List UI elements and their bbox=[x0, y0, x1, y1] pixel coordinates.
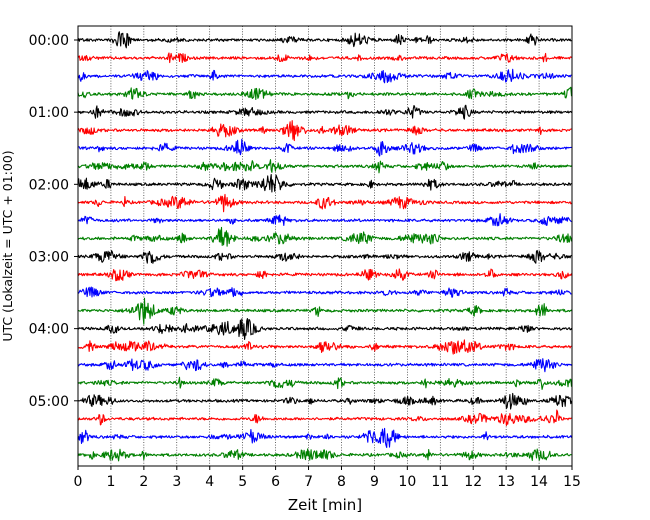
trace-line bbox=[77, 448, 572, 462]
y-tick-label: 00:00 bbox=[29, 33, 69, 49]
trace-line bbox=[77, 427, 573, 449]
y-axis: 00:00 01:00 02:00 03:00 04:00 05:00 bbox=[29, 33, 78, 410]
trace-line bbox=[77, 31, 572, 49]
x-tick-label: 14 bbox=[530, 474, 548, 490]
x-tick-label: 7 bbox=[304, 474, 313, 490]
trace-line bbox=[77, 193, 572, 213]
x-tick-label: 4 bbox=[205, 474, 214, 490]
trace-line bbox=[77, 104, 572, 120]
x-axis: 0 1 2 3 4 5 6 7 8 9 10 11 12 13 14 15 bbox=[74, 466, 581, 490]
x-tick-label: 10 bbox=[398, 474, 416, 490]
trace-line bbox=[77, 297, 572, 325]
trace-line bbox=[77, 68, 572, 84]
traces-group bbox=[77, 31, 573, 462]
trace-line bbox=[77, 409, 572, 427]
trace-line bbox=[77, 52, 572, 64]
x-tick-label: 13 bbox=[497, 474, 515, 490]
trace-line bbox=[77, 138, 572, 157]
trace-line bbox=[77, 173, 572, 193]
trace-line bbox=[77, 376, 573, 390]
trace-line bbox=[77, 339, 572, 355]
x-tick-label: 11 bbox=[431, 474, 449, 490]
y-tick-label: 03:00 bbox=[29, 249, 69, 265]
x-tick-label: 3 bbox=[172, 474, 181, 490]
y-tick-label: 05:00 bbox=[29, 394, 69, 410]
trace-line bbox=[77, 120, 572, 142]
trace-line bbox=[77, 317, 572, 340]
trace-line bbox=[77, 268, 573, 282]
x-tick-label: 0 bbox=[74, 474, 83, 490]
y-tick-label: 01:00 bbox=[29, 105, 69, 121]
y-tick-label: 04:00 bbox=[29, 322, 69, 338]
x-tick-label: 5 bbox=[238, 474, 247, 490]
trace-line bbox=[77, 159, 572, 174]
trace-line bbox=[77, 358, 572, 373]
x-axis-label: Zeit [min] bbox=[288, 496, 362, 514]
trace-line bbox=[77, 249, 572, 264]
x-tick-label: 12 bbox=[464, 474, 482, 490]
y-axis-label: UTC (Lokalzeit = UTC + 01:00) bbox=[0, 150, 15, 341]
plot-background bbox=[78, 26, 572, 466]
x-tick-label: 6 bbox=[271, 474, 280, 490]
x-tick-label: 1 bbox=[106, 474, 115, 490]
y-tick-label: 02:00 bbox=[29, 177, 69, 193]
trace-line bbox=[77, 86, 573, 101]
grid-lines bbox=[110, 26, 540, 466]
x-tick-label: 8 bbox=[337, 474, 346, 490]
x-tick-label: 15 bbox=[563, 474, 581, 490]
x-tick-label: 2 bbox=[139, 474, 148, 490]
trace-line bbox=[77, 226, 573, 247]
plot-frame bbox=[77, 25, 573, 467]
trace-line bbox=[77, 286, 572, 298]
trace-line bbox=[77, 392, 573, 410]
trace-line bbox=[77, 213, 572, 227]
x-tick-label: 9 bbox=[370, 474, 379, 490]
